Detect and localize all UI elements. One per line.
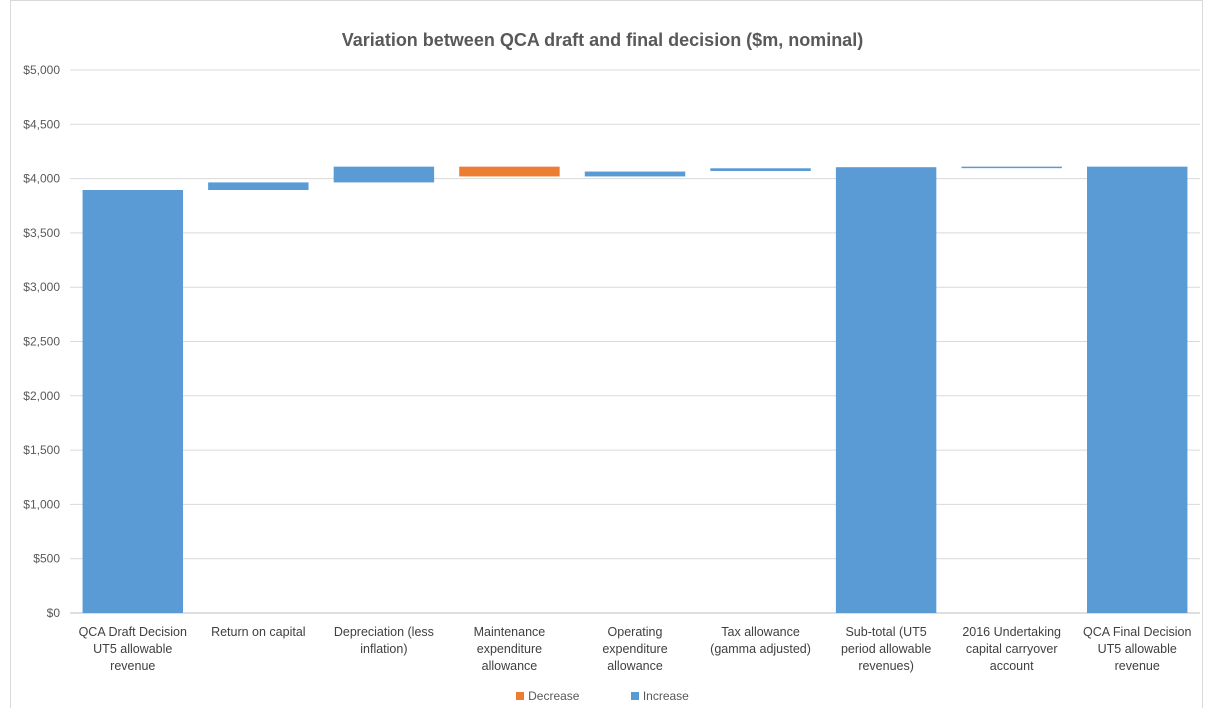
y-tick-label: $2,000	[23, 389, 60, 403]
y-tick-label: $0	[47, 606, 61, 620]
x-category-label-line: Sub-total (UT5	[845, 625, 926, 639]
bar-increase	[333, 166, 435, 183]
y-tick-label: $3,000	[23, 280, 60, 294]
legend-label-increase: Increase	[642, 689, 689, 703]
x-category-label-line: Tax allowance	[721, 625, 800, 639]
x-category-label: Depreciation (less inflation)	[334, 625, 434, 656]
x-category-label: Operating expenditure allowance	[602, 625, 667, 673]
x-category-label: QCA Final Decision UT5 allowable revenue	[1083, 625, 1191, 673]
x-category-label-line: account	[990, 659, 1034, 673]
x-category-label-line: Maintenance	[474, 625, 546, 639]
x-category-label: Maintenance expenditure allowance	[474, 625, 546, 673]
x-category-label: QCA Draft Decision UT5 allowable revenue	[79, 625, 187, 673]
chart-frame	[10, 0, 1203, 708]
x-category-label-line: revenues)	[858, 659, 914, 673]
legend-swatch-increase	[630, 691, 639, 700]
bar-increase	[961, 166, 1062, 169]
bar-increase	[208, 182, 309, 191]
x-axis-categories: QCA Draft Decision UT5 allowable revenue Re…	[79, 625, 1192, 673]
y-tick-label: $500	[33, 552, 60, 566]
x-category-label-line: revenue	[1115, 659, 1160, 673]
x-category-label: 2016 Undertaking capital carryover account	[962, 625, 1061, 673]
x-category-label-line: allowance	[607, 659, 663, 673]
x-category-label-line: UT5 allowable	[1098, 642, 1177, 656]
x-category-label: Return on capital	[211, 625, 306, 639]
x-category-label-line: capital carryover	[966, 642, 1058, 656]
bar-increase	[835, 167, 937, 613]
x-category-label-line: expenditure	[602, 642, 667, 656]
x-category-label-line: QCA Draft Decision	[79, 625, 187, 639]
bar-increase	[710, 168, 811, 171]
x-category-label-line: Return on capital	[211, 625, 306, 639]
x-category-label-line: Depreciation (less	[334, 625, 434, 639]
x-category-label-line: (gamma adjusted)	[710, 642, 811, 656]
y-tick-label: $5,000	[23, 63, 60, 77]
legend: Decrease Increase	[0, 689, 1205, 703]
x-category-label-line: revenue	[110, 659, 155, 673]
x-category-label-line: period allowable	[841, 642, 931, 656]
bar-increase	[584, 171, 686, 177]
x-category-label-line: UT5 allowable	[93, 642, 172, 656]
y-tick-label: $3,500	[23, 226, 60, 240]
x-category-label-line: expenditure	[477, 642, 542, 656]
legend-swatch-decrease	[516, 691, 525, 700]
y-tick-label: $4,000	[23, 172, 60, 186]
y-tick-label: $4,500	[23, 117, 60, 131]
y-tick-label: $1,500	[23, 443, 60, 457]
legend-item-increase: Increase	[630, 689, 689, 703]
x-category-label-line: allowance	[482, 659, 538, 673]
x-category-label-line: Operating	[608, 625, 663, 639]
x-category-label: Sub-total (UT5 period allowable revenues)	[841, 625, 931, 673]
chart-title: Variation between QCA draft and final de…	[341, 30, 864, 50]
legend-label-decrease: Decrease	[528, 689, 580, 703]
x-category-label-line: inflation)	[360, 642, 407, 656]
x-category-label: Tax allowance (gamma adjusted)	[710, 625, 811, 656]
y-axis-ticks: $0 $500 $1,000 $1,500 $2,000 $2,500 $3,000 $3,5…	[23, 63, 60, 620]
bar-increase	[1087, 166, 1188, 614]
x-category-label-line: QCA Final Decision	[1083, 625, 1191, 639]
x-category-label-line: 2016 Undertaking	[962, 625, 1061, 639]
bar-increase	[82, 190, 183, 614]
y-tick-label: $2,500	[23, 335, 60, 349]
bar-decrease	[459, 166, 560, 177]
gridlines	[70, 69, 1200, 614]
y-tick-label: $1,000	[23, 497, 60, 511]
bars	[82, 166, 1188, 614]
legend-item-decrease: Decrease	[516, 689, 579, 703]
